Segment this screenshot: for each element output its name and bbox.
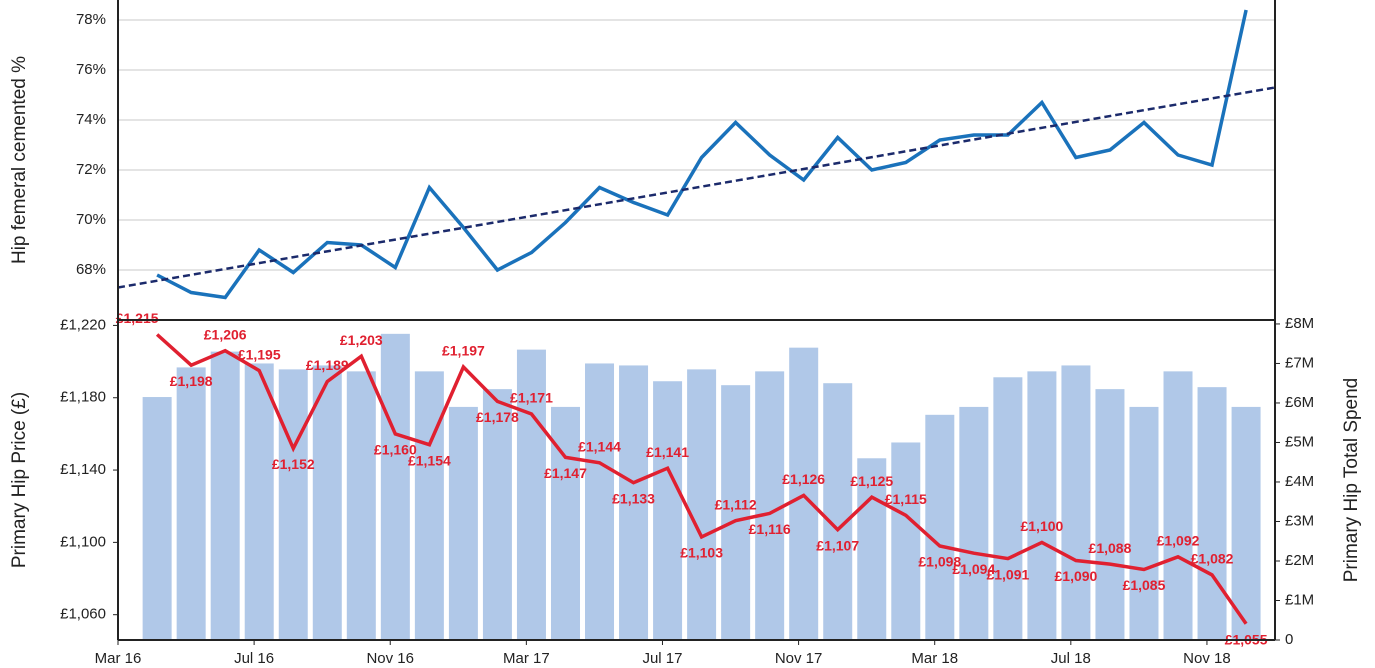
- data-label: £1,171: [510, 390, 553, 406]
- y2-tick-label: £4M: [1285, 473, 1314, 490]
- data-label: £1,160: [374, 442, 417, 458]
- data-label: £1,206: [204, 326, 247, 342]
- bar: [1027, 371, 1057, 640]
- data-label: £1,154: [408, 452, 451, 468]
- bar: [142, 397, 172, 640]
- line: [155, 333, 1248, 625]
- bar: [1197, 387, 1227, 640]
- data-label: £1,125: [850, 473, 893, 489]
- bar: [346, 371, 376, 640]
- bar: [516, 349, 546, 640]
- y2-tick-label: £8M: [1285, 315, 1314, 332]
- bar: [721, 385, 751, 640]
- bar: [585, 363, 615, 640]
- x-tick-label: Jul 17: [642, 650, 682, 667]
- data-label: £1,091: [986, 566, 1029, 582]
- data-label: £1,085: [1123, 577, 1166, 593]
- y2-tick-label: £3M: [1285, 512, 1314, 529]
- y-tick-label: 74%: [76, 111, 106, 128]
- data-label: £1,115: [885, 491, 927, 507]
- x-tick-label: Nov 17: [775, 650, 823, 667]
- y-tick-label: £1,100: [60, 533, 106, 550]
- x-tick-label: Mar 16: [95, 650, 142, 667]
- line: [156, 9, 1248, 300]
- data-label: £1,141: [646, 444, 689, 460]
- data-label: £1,152: [272, 456, 315, 472]
- y-tick-label: 76%: [76, 61, 106, 78]
- y-tick-label: 78%: [76, 11, 106, 28]
- bar: [1163, 371, 1193, 640]
- bar: [653, 381, 683, 640]
- trend-line: [117, 86, 1276, 289]
- data-label: £1,090: [1055, 568, 1098, 584]
- y2-tick-label: 0: [1285, 631, 1293, 648]
- bar: [244, 363, 274, 640]
- bar: [857, 458, 887, 640]
- x-tick-label: Jul 18: [1051, 650, 1091, 667]
- data-label: £1,215: [116, 310, 159, 326]
- y2-tick-label: £2M: [1285, 552, 1314, 569]
- data-label: £1,103: [680, 545, 723, 561]
- y-axis-title: Hip femeral cemented %: [9, 56, 30, 264]
- bar: [959, 406, 989, 640]
- bar: [993, 377, 1023, 640]
- y-tick-label: £1,060: [60, 606, 106, 623]
- bar: [278, 369, 308, 640]
- y2-tick-label: £7M: [1285, 354, 1314, 371]
- y-tick-label: 68%: [76, 261, 106, 278]
- y-tick-label: £1,180: [60, 389, 106, 406]
- data-label: £1,088: [1089, 540, 1132, 556]
- bar: [687, 369, 717, 640]
- data-label: £1,116: [749, 521, 791, 537]
- bar: [891, 442, 921, 640]
- x-tick-label: Jul 16: [234, 650, 274, 667]
- data-label: £1,178: [476, 409, 519, 425]
- data-label: £1,082: [1191, 551, 1234, 567]
- bar: [414, 371, 444, 640]
- bar: [1095, 389, 1125, 640]
- bar: [380, 333, 410, 640]
- x-tick-label: Nov 16: [366, 650, 414, 667]
- y-tick-label: 72%: [76, 161, 106, 178]
- data-label: £1,195: [238, 346, 281, 362]
- y2-axis-title: Primary Hip Total Spend: [1341, 378, 1362, 583]
- x-tick-label: Mar 17: [503, 650, 550, 667]
- bar: [482, 389, 512, 640]
- bar: [176, 367, 206, 640]
- data-label: £1,107: [816, 537, 859, 553]
- bar: [925, 414, 955, 640]
- bar: [1129, 406, 1159, 640]
- data-label: £1,198: [170, 373, 213, 389]
- bar: [1231, 406, 1261, 640]
- data-label: £1,189: [306, 357, 349, 373]
- data-label: £1,144: [578, 439, 621, 455]
- y2-tick-label: £5M: [1285, 433, 1314, 450]
- bar: [619, 365, 649, 640]
- bar: [1061, 365, 1091, 640]
- y-tick-label: £1,140: [60, 461, 106, 478]
- bar: [210, 351, 240, 640]
- y2-tick-label: £1M: [1285, 591, 1314, 608]
- data-label: £1,098: [918, 554, 961, 570]
- data-label: £1,197: [442, 343, 485, 359]
- y-tick-label: £1,220: [60, 316, 106, 333]
- y2-tick-label: £6M: [1285, 394, 1314, 411]
- data-label: £1,133: [612, 490, 655, 506]
- data-label: £1,092: [1157, 533, 1200, 549]
- data-label: £1,126: [782, 471, 825, 487]
- x-tick-label: Nov 18: [1183, 650, 1231, 667]
- y-axis-title: Primary Hip Price (£): [9, 392, 30, 568]
- bar: [823, 383, 853, 640]
- data-label: £1,094: [952, 561, 995, 577]
- bar: [312, 365, 342, 640]
- bar: [755, 371, 785, 640]
- data-label: £1,112: [715, 496, 757, 512]
- bar: [448, 406, 478, 640]
- y-tick-label: 70%: [76, 211, 106, 228]
- data-label: £1,147: [544, 465, 587, 481]
- data-label: £1,100: [1020, 518, 1063, 534]
- x-tick-label: Mar 18: [911, 650, 958, 667]
- data-label: £1,203: [340, 332, 383, 348]
